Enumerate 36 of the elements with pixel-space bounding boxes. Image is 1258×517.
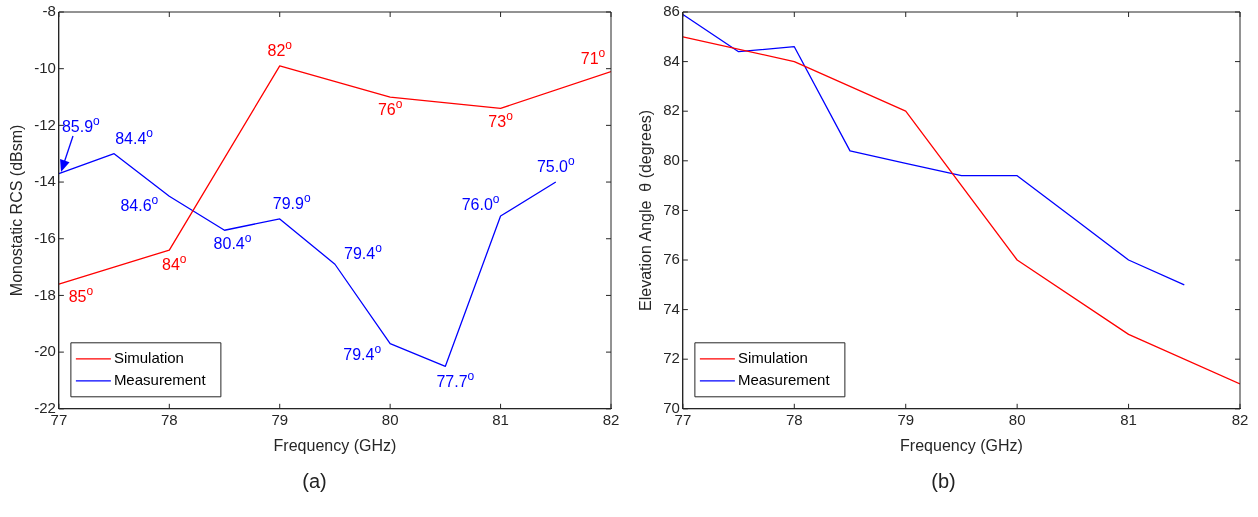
x-axis-title: Frequency (GHz)	[273, 436, 397, 454]
x-tick-label: 82	[1231, 410, 1249, 428]
y-tick-label: 84	[663, 51, 680, 69]
x-tick-label: 79	[271, 410, 289, 428]
legend-label: Simulation	[113, 348, 184, 366]
y-axis-title: Monostatic RCS (dBsm)	[8, 124, 26, 297]
y-tick-label: 78	[663, 200, 680, 218]
y-tick-label: 72	[663, 349, 680, 367]
y-tick-label: -22	[34, 398, 56, 416]
y-tick-label: -10	[34, 58, 56, 76]
y-tick-label: -16	[34, 228, 56, 246]
x-tick-label: 79	[897, 410, 915, 428]
y-axis-title: Elevation Angle θ (degrees)	[637, 109, 655, 311]
y-tick-label: 76	[663, 250, 680, 268]
y-tick-label: 82	[663, 101, 680, 119]
y-tick-label: -8	[42, 2, 56, 20]
x-tick-label: 78	[785, 410, 803, 428]
legend-label: Simulation	[737, 348, 808, 366]
y-tick-label: -14	[34, 172, 56, 190]
x-tick-label: 81	[492, 410, 509, 428]
y-tick-label: -12	[34, 115, 56, 133]
y-tick-label: 74	[663, 299, 680, 317]
x-tick-label: 80	[1008, 410, 1026, 428]
legend-label: Measurement	[113, 370, 207, 388]
y-tick-label: 86	[663, 2, 680, 20]
y-tick-label: 80	[663, 150, 680, 168]
text: (b)	[930, 470, 957, 493]
x-axis-title: Frequency (GHz)	[900, 436, 1023, 454]
text: (a)	[301, 470, 328, 493]
y-tick-label: -20	[34, 342, 56, 360]
x-tick-label: 82	[602, 410, 620, 428]
x-tick-label: 78	[160, 410, 178, 428]
x-tick-label: 80	[381, 410, 399, 428]
x-tick-label: 81	[1120, 410, 1137, 428]
y-tick-label: -18	[34, 285, 56, 303]
legend-label: Measurement	[737, 370, 831, 388]
